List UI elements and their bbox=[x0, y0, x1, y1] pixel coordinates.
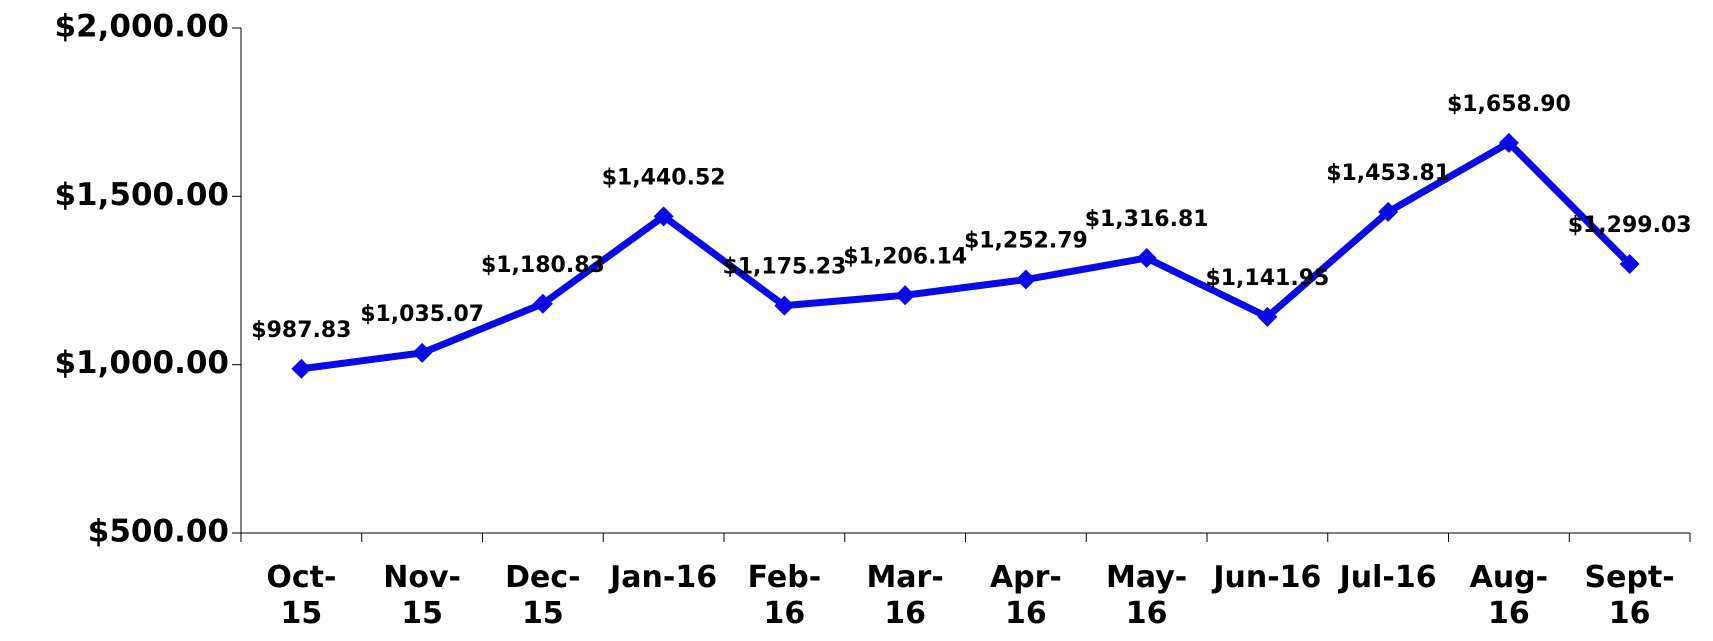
x-tick-label: Feb-16 bbox=[747, 560, 822, 631]
marker bbox=[1498, 132, 1519, 153]
marker bbox=[1619, 253, 1640, 274]
marker bbox=[532, 293, 553, 314]
data-label: $1,035.07 bbox=[360, 302, 484, 327]
x-tick-label: Jan-16 bbox=[610, 560, 718, 595]
data-label: $1,180.83 bbox=[481, 253, 605, 278]
data-label: $1,316.81 bbox=[1085, 207, 1209, 232]
x-tick-label: Aug-16 bbox=[1469, 560, 1549, 631]
marker bbox=[1378, 201, 1399, 222]
x-tick-label: Sept-16 bbox=[1584, 560, 1675, 631]
y-tick-label: $2,000.00 bbox=[54, 9, 229, 45]
marker bbox=[653, 206, 674, 227]
y-tick-label: $1,500.00 bbox=[54, 177, 229, 213]
data-label: $1,658.90 bbox=[1447, 92, 1571, 117]
x-tick-label: Dec-15 bbox=[505, 560, 581, 631]
data-label: $1,206.14 bbox=[843, 244, 967, 269]
marker bbox=[774, 295, 795, 316]
marker bbox=[1257, 306, 1278, 327]
x-tick-label: Nov-15 bbox=[383, 560, 461, 631]
marker bbox=[1015, 269, 1036, 290]
x-tick-label: Mar-16 bbox=[866, 560, 944, 631]
x-tick-label: May-16 bbox=[1106, 560, 1188, 631]
x-tick-label: Jul-16 bbox=[1339, 560, 1437, 595]
data-label: $1,175.23 bbox=[722, 255, 846, 280]
x-tick-label: Oct-15 bbox=[266, 560, 337, 631]
data-label: $987.83 bbox=[251, 318, 351, 343]
marker bbox=[1136, 248, 1157, 269]
marker bbox=[412, 342, 433, 363]
x-tick-label: Jun-16 bbox=[1213, 560, 1322, 595]
x-tick-label: Apr-16 bbox=[989, 560, 1062, 631]
data-label: $1,252.79 bbox=[964, 229, 1088, 254]
data-label: $1,453.81 bbox=[1326, 161, 1450, 186]
marker bbox=[895, 285, 916, 306]
marker bbox=[291, 358, 312, 379]
data-label: $1,299.03 bbox=[1568, 213, 1692, 238]
data-label: $1,141.95 bbox=[1205, 266, 1329, 291]
y-tick-label: $1,000.00 bbox=[54, 345, 229, 381]
data-label: $1,440.52 bbox=[602, 165, 726, 190]
y-tick-label: $500.00 bbox=[88, 514, 229, 550]
line bbox=[300, 139, 1633, 373]
